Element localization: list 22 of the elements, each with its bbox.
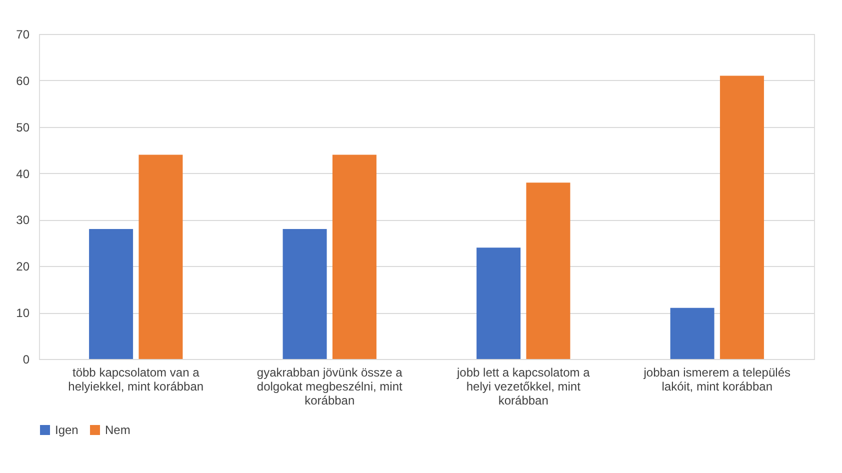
bar <box>476 248 521 359</box>
y-tick-label: 60 <box>16 74 30 88</box>
x-tick-label: több kapcsolatom van a helyiekkel, mint korábban <box>68 366 204 394</box>
bar <box>720 76 764 359</box>
bar <box>670 308 714 359</box>
y-tick-label: 70 <box>16 28 30 42</box>
bar <box>89 229 134 359</box>
y-tick-label: 0 <box>22 352 30 366</box>
legend-label: Igen <box>55 423 78 437</box>
legend-label: Nem <box>105 423 130 437</box>
x-tick-label: jobban ismerem a település lakóit, mint korábban <box>642 366 790 394</box>
y-tick-label: 50 <box>16 120 30 134</box>
bar <box>526 182 570 359</box>
y-tick-label: 40 <box>16 166 30 181</box>
x-tick-label: gyakrabban jövünk össze a dolgokat megbeszélni, mint korábban <box>256 366 403 408</box>
bar <box>282 229 327 359</box>
bar <box>138 154 183 359</box>
x-tick-label: jobb lett a kapcsolatom a helyi vezetőkkel, mint korábban <box>456 366 590 408</box>
y-tick-label: 20 <box>16 260 30 274</box>
bar <box>332 154 376 359</box>
y-tick-label: 10 <box>16 306 30 320</box>
y-tick-label: 30 <box>16 213 30 228</box>
